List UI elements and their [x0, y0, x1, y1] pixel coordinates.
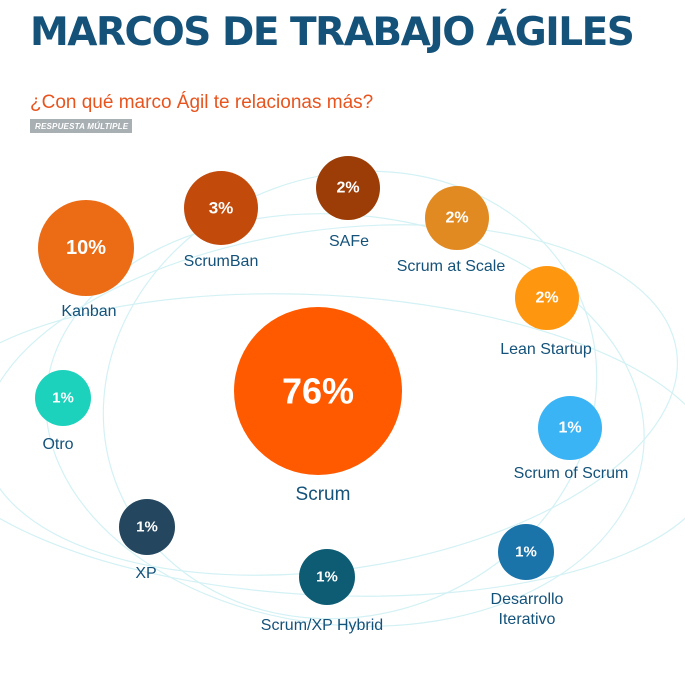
- bubble-label: Lean Startup: [500, 341, 592, 358]
- bubble-label: SAFe: [329, 233, 369, 250]
- bubble-value: 1%: [316, 569, 338, 586]
- orbit-ring: [0, 224, 679, 576]
- bubble-safe: 2% SAFe: [316, 156, 380, 250]
- bubble-label: Desarrollo Iterativo: [491, 591, 564, 628]
- bubble-value: 1%: [515, 544, 537, 561]
- bubble-scrum-xp-hybrid: 1% Scrum/XP Hybrid: [261, 549, 383, 634]
- survey-question: ¿Con qué marco Ágil te relacionas más?: [30, 92, 374, 113]
- bubble-value: 1%: [558, 420, 581, 437]
- bubble-label: XP: [135, 565, 156, 582]
- bubble-circle: [538, 396, 602, 460]
- bubble-scrumban: 3% ScrumBan: [184, 171, 259, 270]
- bubble-xp: 1% XP: [119, 499, 175, 582]
- bubble-circle: [498, 524, 554, 580]
- bubble-lean-startup: 2% Lean Startup: [500, 266, 592, 358]
- bubble-circle: [515, 266, 579, 330]
- bubble-value: 2%: [336, 180, 359, 197]
- bubble-circle: [425, 186, 489, 250]
- bubble-otro: 1% Otro: [35, 370, 91, 453]
- page-title: MARCOS DE TRABAJO ÁGILES: [30, 10, 635, 55]
- bubble-label: Kanban: [61, 303, 116, 320]
- multiple-response-badge: RESPUESTA MÚLTIPLE: [30, 119, 133, 133]
- bubble-value: 76%: [282, 371, 354, 412]
- bubble-label: Scrum/XP Hybrid: [261, 617, 383, 634]
- bubble-circle: [38, 200, 134, 296]
- bubble-label: Scrum of Scrum: [514, 465, 629, 482]
- bubble-circle: [299, 549, 355, 605]
- bubble-value: 3%: [209, 199, 234, 218]
- bubble-value: 2%: [445, 210, 468, 227]
- bubble-circle: [119, 499, 175, 555]
- orbit-ring: [102, 170, 598, 620]
- bubble-circle: [35, 370, 91, 426]
- bubble-label: Otro: [42, 436, 73, 453]
- bubble-scrum-at-scale: 2% Scrum at Scale: [397, 186, 506, 275]
- bubble-circle: [234, 307, 402, 475]
- bubble-circle: [184, 171, 258, 245]
- bubble-value: 10%: [66, 237, 106, 259]
- bubble-circle: [316, 156, 380, 220]
- bubble-label: ScrumBan: [184, 253, 259, 270]
- bubble-label: Scrum: [296, 484, 351, 505]
- bubble-kanban: 10% Kanban: [38, 200, 134, 320]
- bubble-scrum: 76% Scrum: [234, 307, 402, 505]
- bubble-value: 2%: [535, 290, 558, 307]
- bubble-value: 1%: [52, 390, 74, 407]
- bubble-label: Scrum at Scale: [397, 258, 506, 275]
- bubble-scrum-of-scrum: 1% Scrum of Scrum: [514, 396, 629, 482]
- bubble-value: 1%: [136, 519, 158, 536]
- bubble-desarrollo-iterativo: 1% Desarrollo Iterativo: [491, 524, 564, 628]
